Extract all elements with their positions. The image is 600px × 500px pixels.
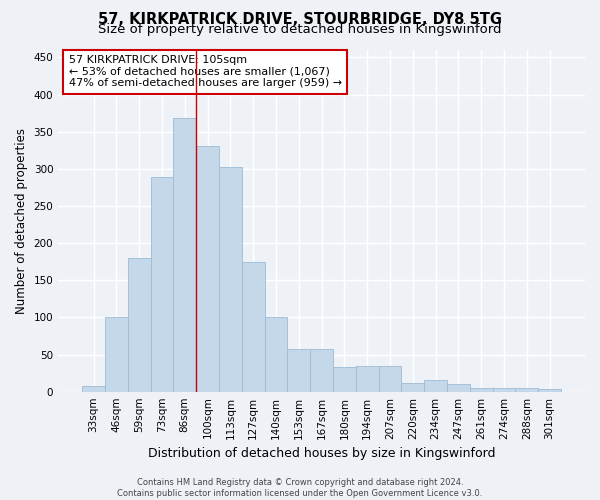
Bar [173,118,196,392]
Bar [333,367,356,392]
Bar [538,390,561,392]
Bar [379,366,401,392]
Bar [151,177,173,392]
Text: Size of property relative to detached houses in Kingswinford: Size of property relative to detached ho… [98,22,502,36]
Bar [82,386,105,392]
Bar [265,318,287,392]
Text: 57, KIRKPATRICK DRIVE, STOURBRIDGE, DY8 5TG: 57, KIRKPATRICK DRIVE, STOURBRIDGE, DY8 … [98,12,502,28]
Bar [493,388,515,392]
Bar [470,388,493,392]
Bar [310,350,333,392]
Text: Contains HM Land Registry data © Crown copyright and database right 2024.
Contai: Contains HM Land Registry data © Crown c… [118,478,482,498]
Bar [242,262,265,392]
Bar [128,258,151,392]
Y-axis label: Number of detached properties: Number of detached properties [15,128,28,314]
Bar [287,350,310,392]
Bar [356,366,379,392]
Bar [105,316,128,392]
Bar [196,146,219,392]
Bar [515,388,538,392]
Bar [424,380,447,392]
Text: 57 KIRKPATRICK DRIVE: 105sqm
← 53% of detached houses are smaller (1,067)
47% of: 57 KIRKPATRICK DRIVE: 105sqm ← 53% of de… [69,55,342,88]
Bar [219,166,242,392]
Bar [447,384,470,392]
X-axis label: Distribution of detached houses by size in Kingswinford: Distribution of detached houses by size … [148,447,496,460]
Bar [401,383,424,392]
